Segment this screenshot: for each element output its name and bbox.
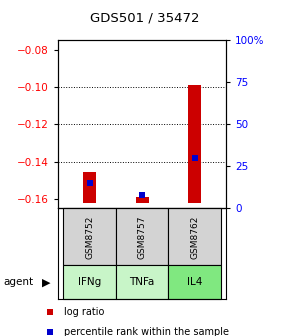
Text: GDS501 / 35472: GDS501 / 35472: [90, 12, 200, 25]
Text: log ratio: log ratio: [64, 307, 105, 318]
Bar: [168, 208, 221, 265]
Bar: [63, 208, 116, 265]
Text: agent: agent: [3, 277, 33, 287]
Text: TNFa: TNFa: [129, 277, 155, 287]
Bar: [135, 197, 149, 203]
Text: GSM8762: GSM8762: [190, 215, 199, 259]
Text: IFNg: IFNg: [78, 277, 101, 287]
Bar: [168, 265, 221, 299]
Bar: [188, 85, 201, 203]
Bar: [116, 265, 168, 299]
Text: ▶: ▶: [42, 277, 51, 287]
Text: percentile rank within the sample: percentile rank within the sample: [64, 327, 229, 336]
Bar: [116, 208, 168, 265]
Bar: [83, 172, 96, 203]
Text: IL4: IL4: [187, 277, 202, 287]
Text: GSM8752: GSM8752: [85, 215, 94, 259]
Text: GSM8757: GSM8757: [137, 215, 147, 259]
Bar: [63, 265, 116, 299]
